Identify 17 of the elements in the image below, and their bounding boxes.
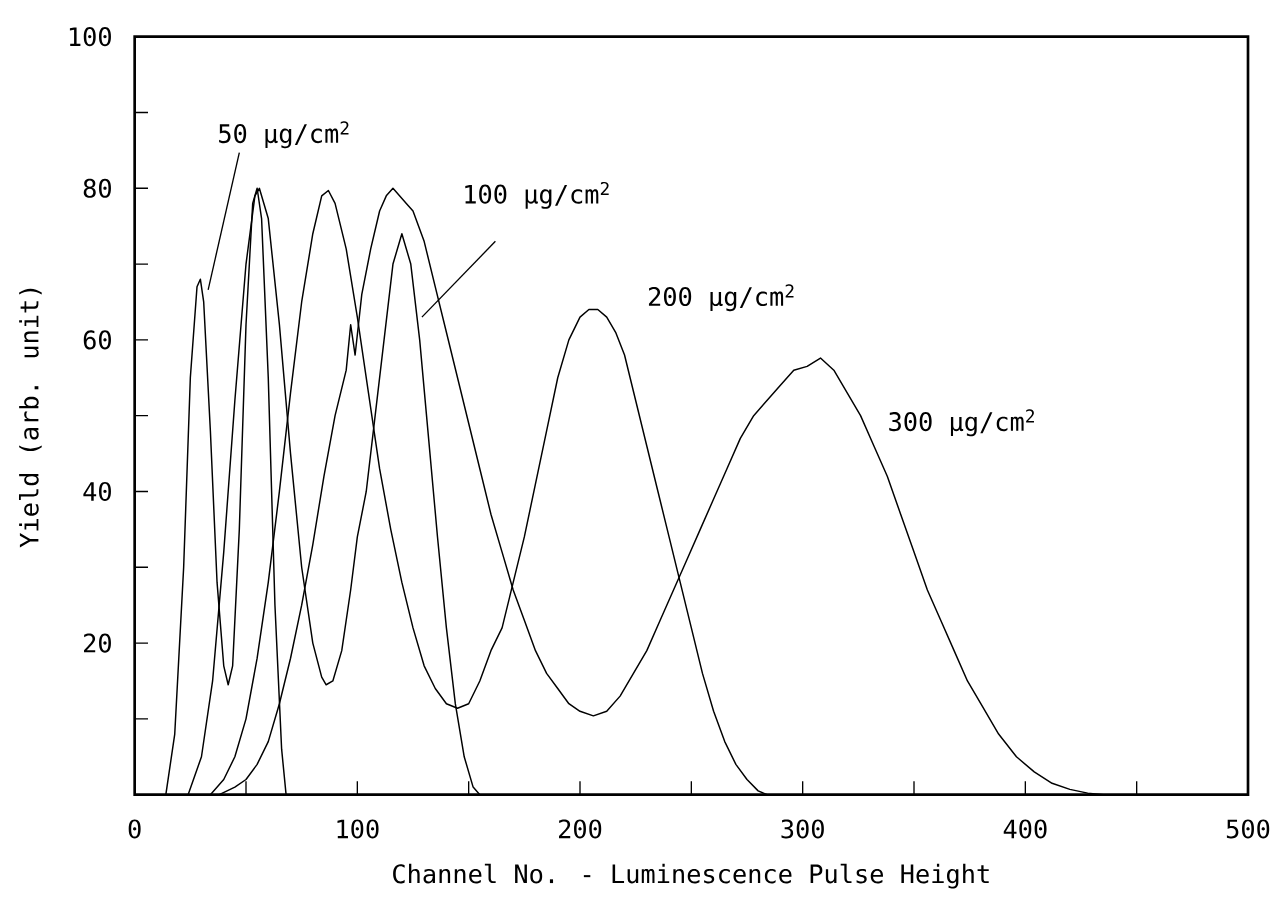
x-tick-label: 500 (1226, 819, 1270, 839)
y-tick-label: 60 (83, 330, 111, 350)
y-tick-label: 100 (69, 27, 111, 47)
series-label: 200 µg/cm$^{2}$ (648, 284, 794, 312)
x-axis-title: Channel No. - Luminescence Pulse Height (393, 863, 989, 889)
series-label: 300 µg/cm$^{2}$ (889, 409, 1034, 437)
x-tick-label: 100 (337, 819, 379, 839)
y-tick-label: 80 (83, 178, 111, 198)
x-tick-label: 200 (559, 819, 602, 839)
y-tick-label: 20 (84, 633, 111, 653)
x-tick-label: 400 (1003, 819, 1047, 839)
x-tick-label: 300 (781, 819, 824, 839)
text: 50 µg/cm$^{2}$ (219, 121, 349, 149)
y-tick-label: 40 (83, 481, 111, 502)
x-tick-label: 0 (128, 819, 141, 839)
text: 100 µg/cm$^{2}$ (465, 181, 609, 209)
y-axis-title: Yield (arb. unit) (18, 288, 42, 548)
